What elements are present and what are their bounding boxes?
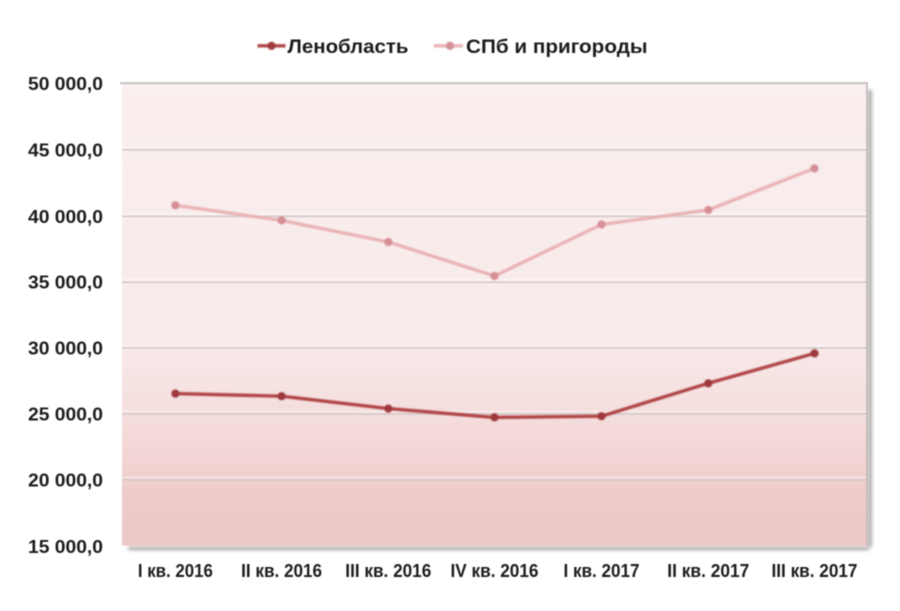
svg-text:III кв. 2017: III кв. 2017 [772, 560, 858, 581]
svg-text:I кв. 2017: I кв. 2017 [564, 560, 640, 581]
svg-text:30 000,0: 30 000,0 [28, 339, 103, 359]
svg-text:40 000,0: 40 000,0 [28, 207, 103, 227]
svg-text:СПб и пригороды: СПб и пригороды [466, 36, 648, 58]
svg-text:25 000,0: 25 000,0 [28, 404, 103, 424]
svg-text:II кв. 2017: II кв. 2017 [667, 560, 749, 581]
svg-text:45 000,0: 45 000,0 [28, 140, 103, 160]
svg-text:Ленобласть: Ленобласть [288, 36, 409, 58]
svg-text:IV кв. 2016: IV кв. 2016 [451, 560, 539, 581]
svg-text:I кв. 2016: I кв. 2016 [138, 560, 213, 581]
svg-text:35 000,0: 35 000,0 [28, 273, 103, 293]
svg-text:15 000,0: 15 000,0 [28, 537, 103, 557]
svg-text:20 000,0: 20 000,0 [28, 470, 103, 490]
svg-text:II кв. 2016: II кв. 2016 [241, 560, 322, 581]
svg-text:50 000,0: 50 000,0 [28, 74, 103, 94]
svg-text:III кв. 2016: III кв. 2016 [345, 560, 431, 581]
